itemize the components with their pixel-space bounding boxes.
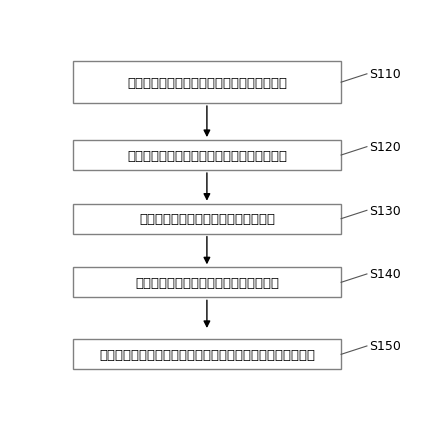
FancyBboxPatch shape	[73, 339, 341, 370]
FancyBboxPatch shape	[73, 141, 341, 171]
Text: S150: S150	[369, 340, 400, 353]
FancyBboxPatch shape	[73, 62, 341, 104]
Text: S140: S140	[369, 268, 400, 281]
Text: 将所述多个词汇划分为图谱词汇和非图谱词汇: 将所述多个词汇划分为图谱词汇和非图谱词汇	[127, 149, 287, 162]
Text: 对各个所述非图谱词汇进行第二增强处理: 对各个所述非图谱词汇进行第二增强处理	[135, 276, 279, 289]
FancyBboxPatch shape	[73, 204, 341, 234]
Text: S110: S110	[369, 68, 400, 81]
Text: S120: S120	[369, 141, 400, 154]
Text: 基于所述第一增强处理和所述第二增强处理得到增强文本数据: 基于所述第一增强处理和所述第二增强处理得到增强文本数据	[99, 348, 315, 361]
Text: S130: S130	[369, 204, 400, 217]
Text: 将待增强的文本数据进行分词，得到多个词汇: 将待增强的文本数据进行分词，得到多个词汇	[127, 76, 287, 89]
Text: 对各个所述图谱词汇进行第一增强处理: 对各个所述图谱词汇进行第一增强处理	[139, 213, 275, 226]
FancyBboxPatch shape	[73, 268, 341, 298]
